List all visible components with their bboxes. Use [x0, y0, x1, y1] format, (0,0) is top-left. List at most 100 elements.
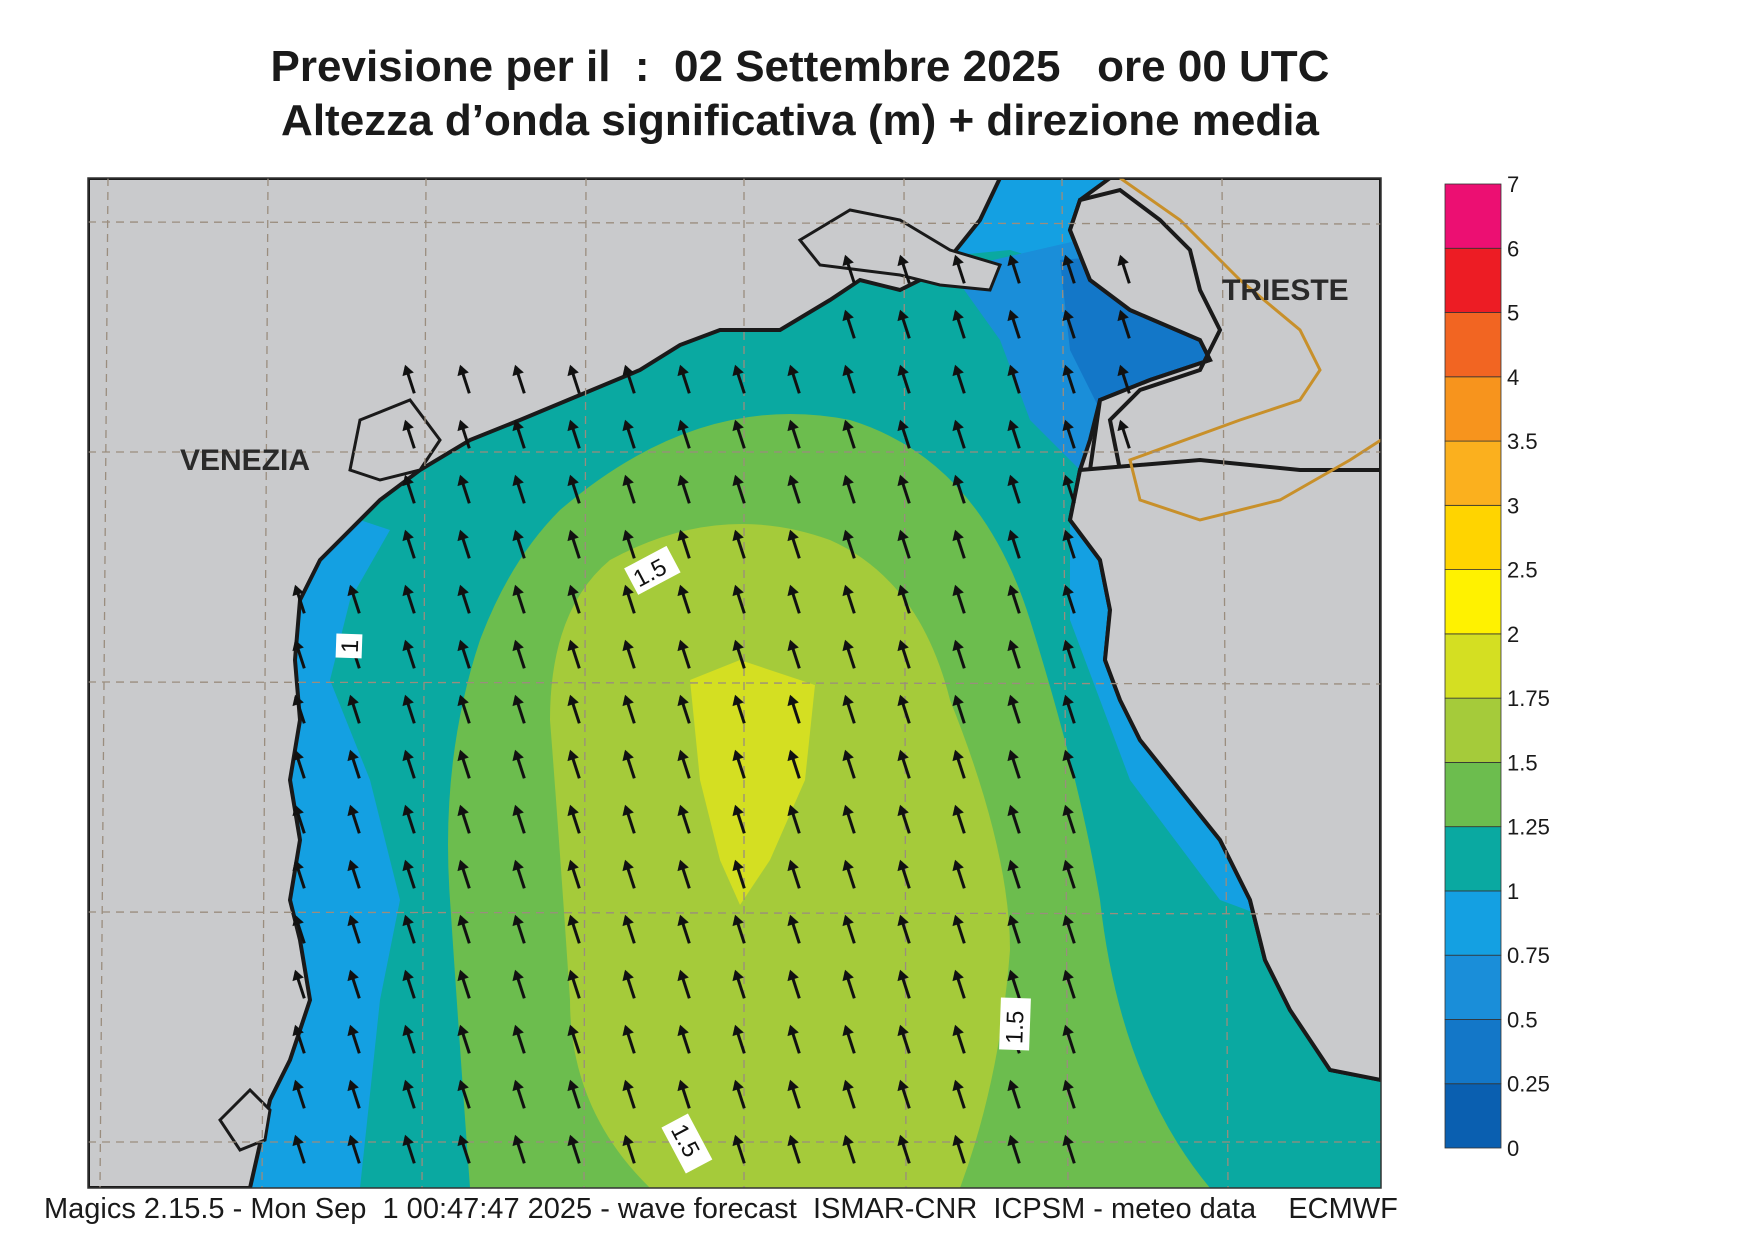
direction-arrow: [732, 969, 746, 999]
direction-arrow: [457, 859, 471, 889]
direction-arrow: [952, 1024, 966, 1054]
wave-height-field: [88, 178, 1381, 1188]
legend-swatch: [1444, 504, 1502, 571]
direction-arrow: [1062, 969, 1076, 999]
direction-arrow: [1117, 254, 1131, 284]
legend-swatch: [1444, 890, 1502, 956]
direction-arrow: [1062, 749, 1076, 779]
direction-arrow: [787, 364, 801, 394]
direction-arrow: [732, 584, 746, 614]
direction-arrow: [952, 584, 966, 614]
direction-arrows: [292, 254, 1131, 1164]
direction-arrow: [897, 529, 911, 559]
forecast-title: Previsione per il : 02 Settembre 2025 or…: [270, 42, 1330, 91]
legend-level-label: 0.75: [1507, 943, 1550, 968]
direction-arrow: [677, 914, 691, 944]
legend-level-label: 0.25: [1507, 1072, 1550, 1097]
direction-arrow: [402, 1134, 416, 1164]
direction-arrow: [677, 474, 691, 504]
forecast-subtitle: Altezza d’onda significativa (m) + direz…: [281, 96, 1319, 145]
direction-arrow: [732, 1079, 746, 1109]
legend-level-label: 4: [1507, 365, 1519, 390]
direction-arrow: [842, 749, 856, 779]
direction-arrow: [512, 1134, 526, 1164]
map-grid: [88, 178, 1381, 1188]
direction-arrow: [842, 694, 856, 724]
direction-arrow: [1007, 1134, 1021, 1164]
direction-arrow: [732, 804, 746, 834]
direction-arrow: [292, 969, 306, 999]
direction-arrow: [732, 419, 746, 449]
direction-arrow: [732, 1024, 746, 1054]
direction-arrow: [347, 749, 361, 779]
direction-arrow: [1117, 419, 1131, 449]
legend-level-label: 3: [1507, 493, 1519, 518]
legend-swatch: [1444, 247, 1502, 313]
direction-arrow: [622, 584, 636, 614]
direction-arrow: [842, 529, 856, 559]
direction-arrow: [787, 474, 801, 504]
land-po-delta: [218, 1087, 272, 1152]
direction-arrow: [787, 419, 801, 449]
direction-arrow: [677, 639, 691, 669]
direction-arrow: [897, 859, 911, 889]
legend-level-label: 1.75: [1507, 686, 1550, 711]
direction-arrow: [787, 969, 801, 999]
direction-arrow: [402, 914, 416, 944]
direction-arrow: [292, 1134, 306, 1164]
legend-swatch: [1444, 376, 1502, 442]
legend-swatch: [1444, 1019, 1502, 1085]
direction-arrow: [1007, 749, 1021, 779]
direction-arrow: [1007, 1079, 1021, 1109]
direction-arrow: [457, 694, 471, 724]
direction-arrow: [402, 529, 416, 559]
direction-arrow: [787, 529, 801, 559]
direction-arrow: [622, 364, 636, 394]
direction-arrow: [1007, 639, 1021, 669]
direction-arrow: [567, 419, 581, 449]
direction-arrow: [512, 364, 526, 394]
direction-arrow: [677, 969, 691, 999]
legend-swatch: [1444, 697, 1502, 763]
direction-arrow: [677, 419, 691, 449]
land-lagoon: [348, 398, 442, 482]
legend-swatch: [1444, 954, 1502, 1020]
direction-arrow: [292, 1079, 306, 1109]
direction-arrow: [897, 254, 911, 284]
direction-arrow: [952, 419, 966, 449]
direction-arrow: [402, 474, 416, 504]
direction-arrow: [732, 749, 746, 779]
direction-arrow: [1062, 584, 1076, 614]
direction-arrow: [897, 309, 911, 339]
direction-arrow: [1007, 254, 1021, 284]
direction-arrow: [347, 584, 361, 614]
direction-arrow: [1007, 584, 1021, 614]
legend-swatch: [1444, 183, 1502, 249]
direction-arrow: [347, 1024, 361, 1054]
direction-arrow: [347, 694, 361, 724]
direction-arrow: [787, 859, 801, 889]
zone-175-2: [690, 660, 815, 905]
direction-arrow: [622, 474, 636, 504]
direction-arrow: [292, 1024, 306, 1054]
direction-arrow: [677, 1079, 691, 1109]
direction-arrow: [1062, 419, 1076, 449]
direction-arrow: [402, 969, 416, 999]
direction-arrow: [952, 914, 966, 944]
direction-arrow: [897, 584, 911, 614]
direction-arrow: [1007, 529, 1021, 559]
direction-arrow: [567, 364, 581, 394]
direction-arrow: [842, 419, 856, 449]
direction-arrow: [677, 584, 691, 614]
legend-swatch: [1444, 762, 1502, 828]
zone-15-175: [550, 524, 1010, 1188]
direction-arrow: [677, 804, 691, 834]
direction-arrow: [952, 804, 966, 834]
direction-arrow: [512, 584, 526, 614]
direction-arrow: [457, 419, 471, 449]
direction-arrow: [732, 859, 746, 889]
direction-arrow: [897, 419, 911, 449]
direction-arrow: [622, 419, 636, 449]
direction-arrow: [1007, 914, 1021, 944]
direction-arrow: [402, 1079, 416, 1109]
